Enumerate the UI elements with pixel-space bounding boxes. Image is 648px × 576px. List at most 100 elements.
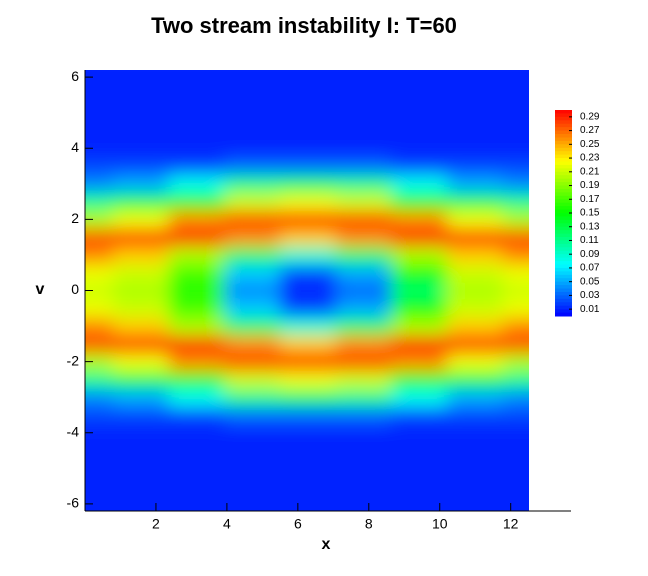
field-cell	[279, 228, 337, 247]
field-cell	[391, 388, 448, 407]
y-axis-label: v	[36, 281, 45, 298]
field-cell	[447, 388, 504, 407]
field-cell	[447, 103, 504, 123]
field-cell	[224, 174, 281, 194]
field-cell	[335, 103, 392, 123]
field-cell	[502, 263, 531, 283]
field-cell	[391, 334, 448, 354]
colorbar-segment	[555, 113, 572, 118]
colorbar-segment	[555, 164, 572, 169]
field-cell	[224, 494, 281, 511]
field-cell	[279, 281, 337, 300]
field-cell	[335, 459, 392, 478]
colorbar-segment	[555, 123, 572, 128]
field-cell	[112, 86, 170, 105]
colorbar-segment	[555, 206, 572, 211]
field-cell	[335, 263, 392, 283]
field-cell	[168, 157, 225, 176]
y-tick-label: 4	[71, 139, 79, 155]
field-cell	[391, 281, 448, 300]
colorbar-segment	[555, 219, 572, 224]
colorbar-segment	[555, 154, 572, 159]
field-cell	[85, 192, 114, 211]
field-cell	[335, 406, 392, 425]
field-cell	[168, 334, 225, 354]
colorbar-segment	[555, 175, 572, 180]
field-cell	[279, 477, 337, 496]
x-tick-label: 2	[152, 516, 160, 532]
field-cell	[112, 494, 170, 511]
field-cell	[502, 388, 531, 407]
field-cell	[447, 263, 504, 283]
field-cell	[391, 157, 448, 176]
colorbar-segment	[555, 309, 572, 314]
field-cell	[391, 103, 448, 123]
colorbar-segment	[555, 202, 572, 207]
field-cell	[279, 246, 337, 265]
field-cell	[447, 210, 504, 229]
field-cell	[391, 210, 448, 229]
field-cell	[85, 299, 114, 318]
field-cell	[224, 103, 281, 123]
y-tick-label: -6	[67, 495, 80, 511]
field-cell	[279, 370, 337, 389]
colorbar-segment	[555, 233, 572, 238]
field-cell	[224, 388, 281, 407]
colorbar-segment	[555, 254, 572, 259]
field-cell	[447, 70, 504, 87]
x-axis-label: x	[322, 536, 331, 553]
field-cell	[224, 406, 281, 425]
field-cell	[112, 352, 170, 372]
field-cell	[279, 406, 337, 425]
field-cell	[335, 477, 392, 496]
field-cell	[112, 103, 170, 123]
field-cell	[85, 86, 114, 105]
field-cell	[391, 228, 448, 247]
field-cell	[335, 210, 392, 229]
field-cell	[279, 352, 337, 372]
field-cell	[85, 370, 114, 389]
field-cell	[447, 477, 504, 496]
field-cell	[224, 192, 281, 211]
field-cell	[391, 423, 448, 443]
colorbar-tick-label: 0.21	[580, 166, 600, 177]
field-cell	[447, 139, 504, 158]
field-cell	[224, 157, 281, 176]
field-cell	[502, 281, 531, 300]
field-cell	[279, 103, 337, 123]
field-cell	[391, 317, 448, 336]
colorbar-segment	[555, 247, 572, 252]
field-cell	[335, 228, 392, 247]
colorbar-segment	[555, 230, 572, 235]
field-cell	[279, 388, 337, 407]
field-cell	[224, 317, 281, 336]
field-cell	[502, 174, 531, 194]
field-cell	[112, 228, 170, 247]
field-cell	[279, 210, 337, 229]
field-cell	[502, 317, 531, 336]
field-cell	[85, 441, 114, 460]
field-cell	[335, 317, 392, 336]
field-cell	[112, 121, 170, 140]
colorbar-tick-label: 0.11	[580, 235, 599, 246]
field-cell	[447, 192, 504, 211]
colorbar-segment	[555, 195, 572, 200]
field-cell	[335, 370, 392, 389]
field-cell	[224, 423, 281, 443]
field-cell	[168, 139, 225, 158]
field-cell	[224, 370, 281, 389]
field-cell	[168, 86, 225, 105]
field-cell	[168, 459, 225, 478]
field-cell	[447, 121, 504, 140]
field-cell	[279, 174, 337, 194]
colorbar-segment	[555, 250, 572, 255]
x-tick-label: 10	[432, 516, 448, 532]
colorbar-segment	[555, 257, 572, 262]
field-cell	[85, 334, 114, 354]
field-cell	[85, 263, 114, 283]
field-cell	[335, 299, 392, 318]
field-cell	[447, 317, 504, 336]
colorbar-segment	[555, 134, 572, 138]
colorbar-tick-label: 0.25	[580, 139, 600, 150]
field-cell	[112, 210, 170, 229]
